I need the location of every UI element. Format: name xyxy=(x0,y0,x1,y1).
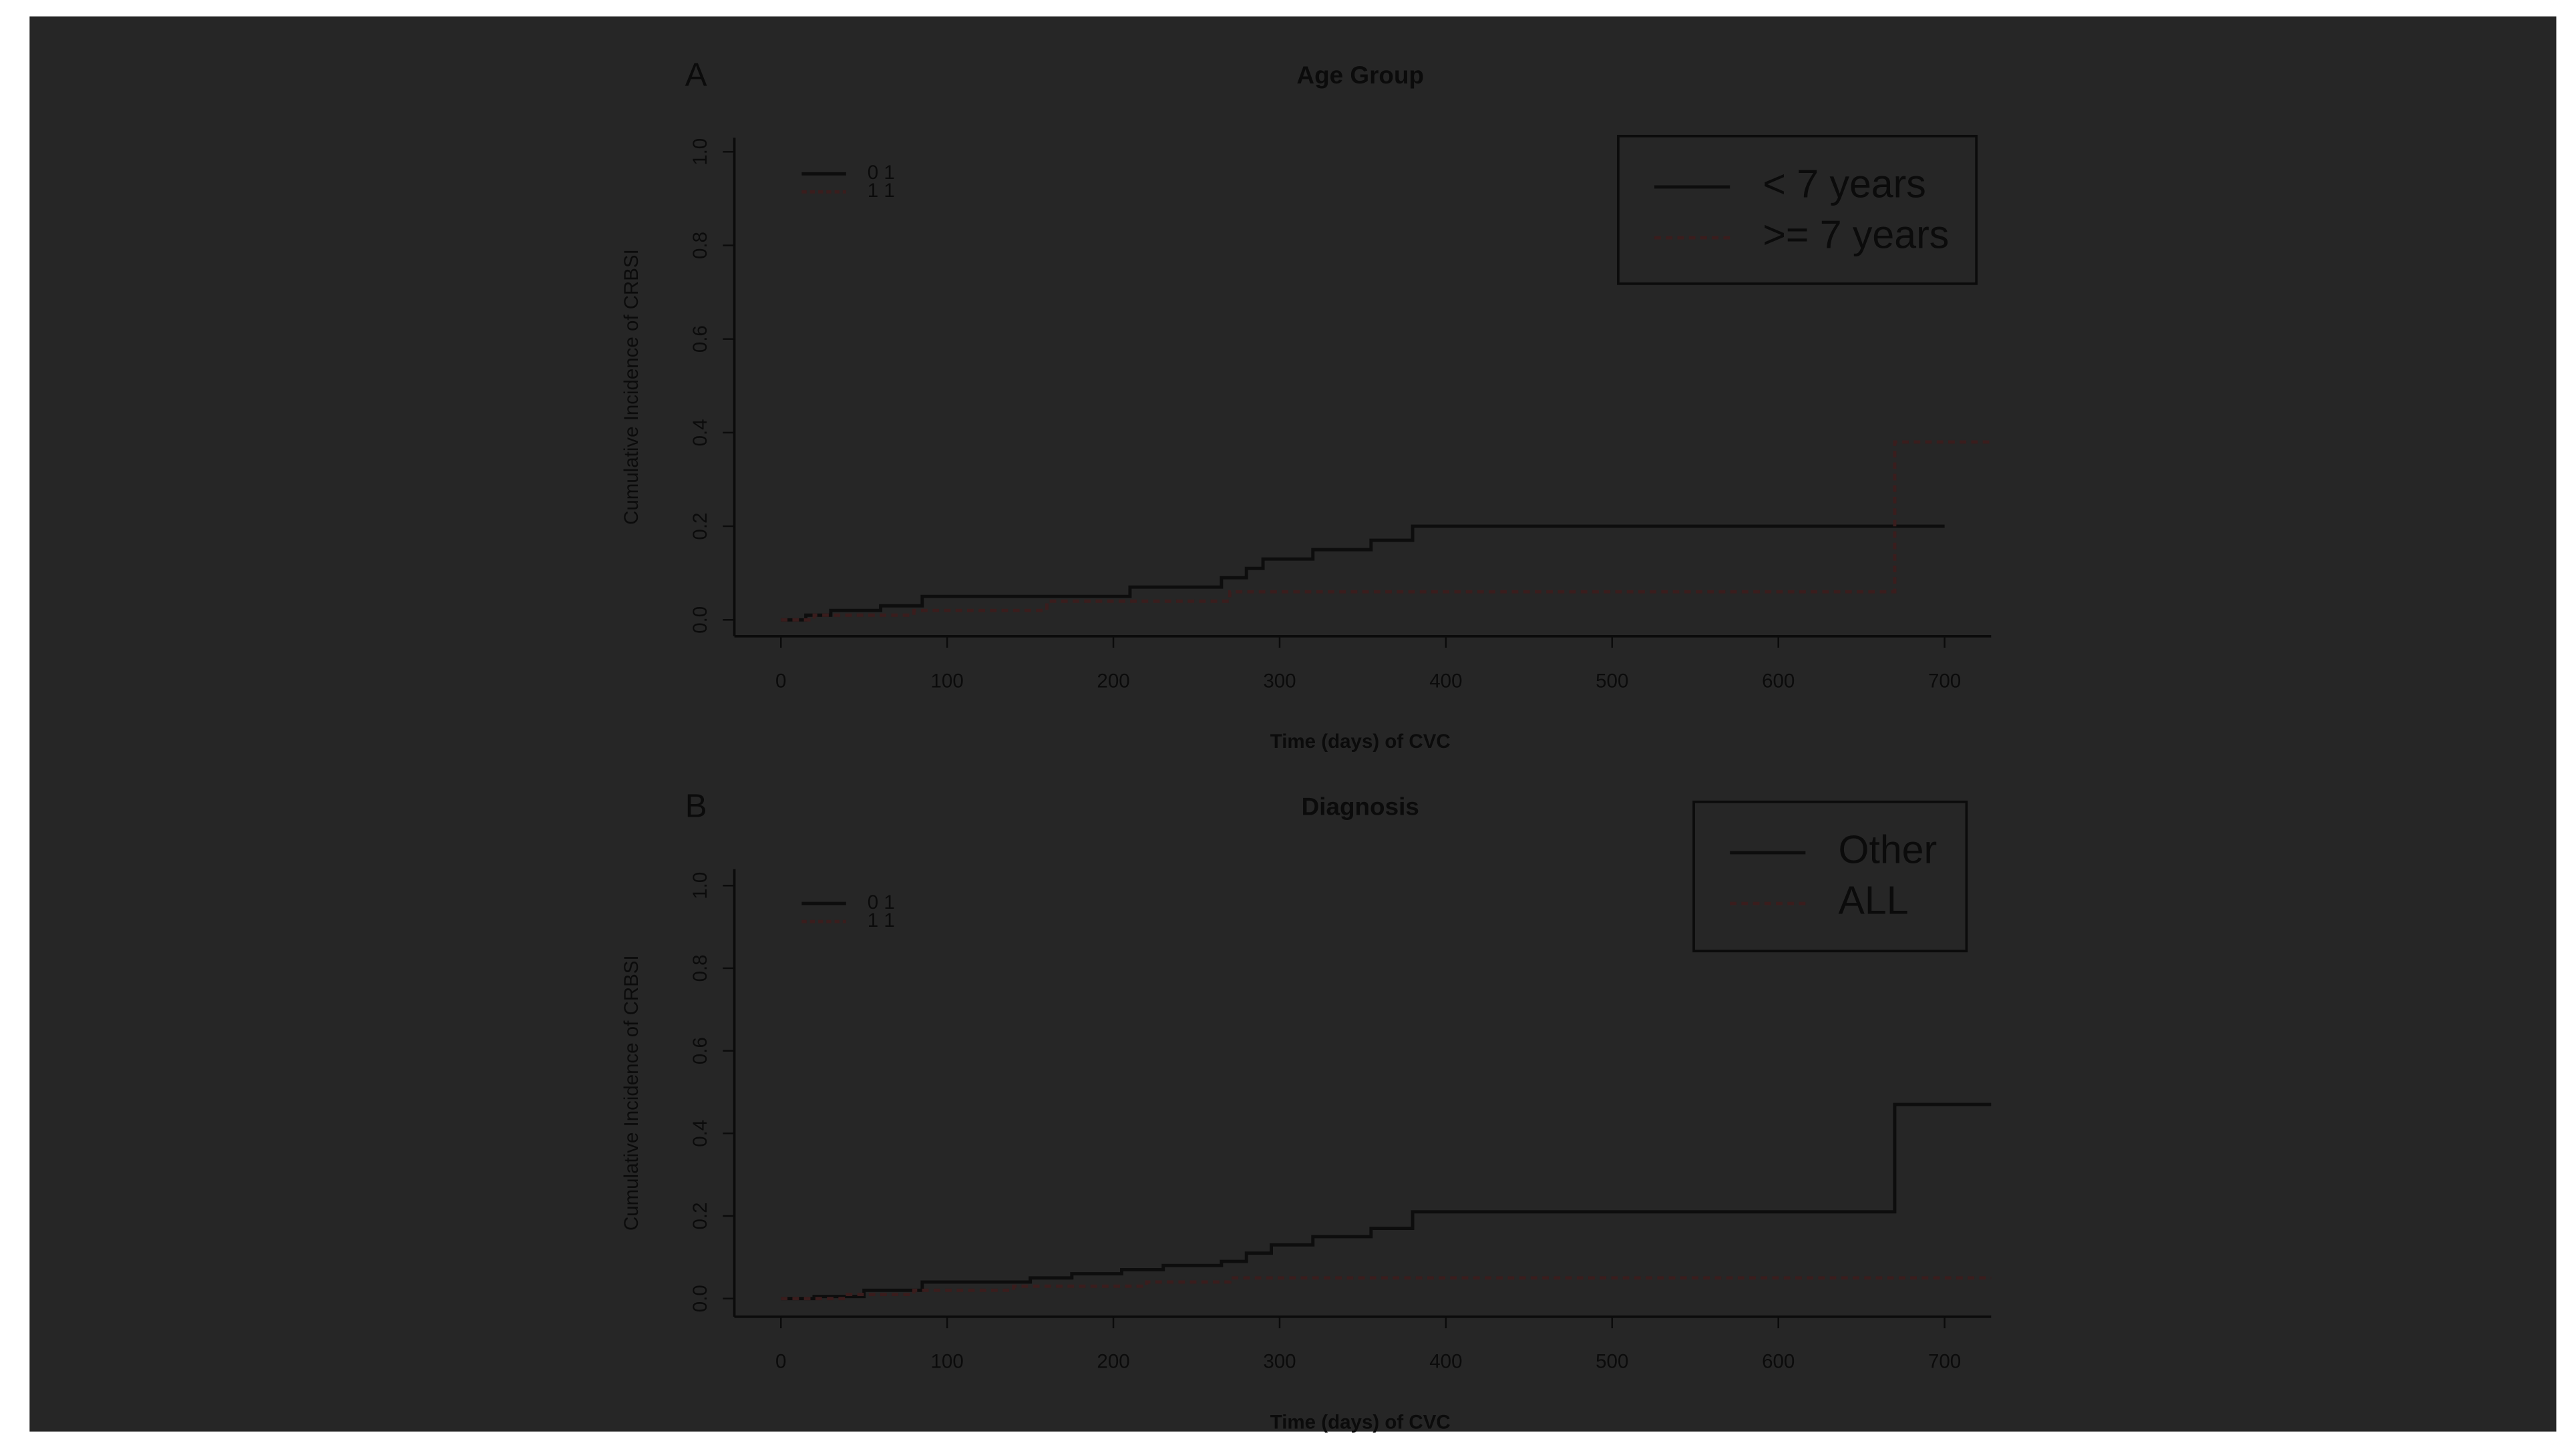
inset-legend-label: 1 1 xyxy=(868,180,895,202)
x-tick-label: 600 xyxy=(1762,670,1795,692)
y-tick-label: 0.2 xyxy=(689,513,711,540)
y-tick-label: 1.0 xyxy=(689,138,711,166)
y-tick-label: 0.4 xyxy=(689,419,711,446)
y-tick-label: 0.0 xyxy=(689,1285,711,1312)
x-axis-label: Time (days) of CVC xyxy=(1270,731,1451,753)
inset-legend-label: 1 1 xyxy=(868,909,895,932)
panel-label: A xyxy=(685,57,707,93)
x-tick-label: 300 xyxy=(1263,1350,1296,1372)
y-tick-label: 0.2 xyxy=(689,1203,711,1230)
y-axis-label: Cumulative Incidence of CRBSI xyxy=(620,249,642,525)
panel-label: B xyxy=(685,789,707,825)
y-tick-label: 0.8 xyxy=(689,954,711,982)
x-tick-label: 500 xyxy=(1596,1350,1628,1372)
x-tick-label: 0 xyxy=(775,670,786,692)
x-tick-label: 100 xyxy=(931,670,964,692)
legend-label: ALL xyxy=(1839,879,1909,923)
legend-label: >= 7 years xyxy=(1763,214,1949,257)
x-tick-label: 200 xyxy=(1097,670,1129,692)
legend-box xyxy=(1617,134,1978,285)
x-tick-label: 600 xyxy=(1762,1350,1795,1372)
series-line xyxy=(781,1276,1992,1301)
series-line xyxy=(781,440,1992,622)
y-tick-label: 0.6 xyxy=(689,325,711,353)
x-tick-label: 500 xyxy=(1596,670,1628,692)
x-tick-label: 400 xyxy=(1429,670,1462,692)
inset-legend-label: 0 1 xyxy=(868,162,895,184)
legend-box xyxy=(1692,800,1968,953)
x-tick-label: 200 xyxy=(1097,1350,1129,1372)
y-tick-label: 0.8 xyxy=(689,232,711,259)
x-tick-label: 700 xyxy=(1928,1350,1961,1372)
series-line xyxy=(781,524,1945,622)
y-tick-label: 1.0 xyxy=(689,872,711,899)
legend-label: < 7 years xyxy=(1763,163,1925,206)
x-axis-label: Time (days) of CVC xyxy=(1270,1411,1451,1433)
y-tick-label: 0.0 xyxy=(689,606,711,634)
background xyxy=(29,16,2557,1432)
x-tick-label: 300 xyxy=(1263,670,1296,692)
chart-title: Age Group xyxy=(1296,61,1424,89)
y-tick-label: 0.6 xyxy=(689,1037,711,1064)
chart-title: Diagnosis xyxy=(1302,793,1419,820)
y-tick-label: 0.4 xyxy=(689,1120,711,1147)
x-tick-label: 400 xyxy=(1429,1350,1462,1372)
x-tick-label: 700 xyxy=(1928,670,1961,692)
x-tick-label: 100 xyxy=(931,1350,964,1372)
y-axis-label: Cumulative Incidence of CRBSI xyxy=(620,955,642,1231)
legend-label: Other xyxy=(1839,829,1938,872)
inset-legend-label: 0 1 xyxy=(868,891,895,913)
x-tick-label: 0 xyxy=(775,1350,786,1372)
